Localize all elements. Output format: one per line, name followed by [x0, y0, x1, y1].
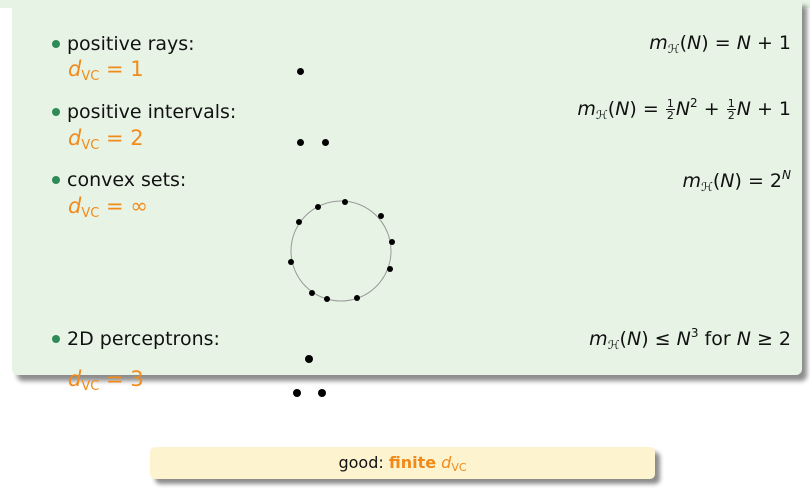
point-dot: [315, 204, 321, 210]
item-2d-perceptrons-label: 2D perceptrons:: [67, 328, 220, 350]
bullet-icon: [52, 335, 60, 343]
item-convex-sets-dvc: dVC = ∞: [68, 194, 148, 221]
summary-emph: finite: [388, 453, 437, 472]
point-dot: [318, 389, 326, 397]
bullet-icon: [52, 176, 60, 184]
examples-block: [12, 0, 802, 375]
point-dot: [293, 389, 301, 397]
item-2d-perceptrons-formula: mℋ(N) ≤ N3 for N ≥ 2: [589, 326, 791, 352]
point-dot: [297, 68, 304, 75]
dvc-value: 2: [130, 126, 144, 150]
item-convex-sets-label: convex sets:: [67, 169, 187, 191]
item-2d-perceptrons-dvc: dVC = 3: [68, 367, 144, 394]
point-dot: [297, 139, 304, 146]
item-positive-rays-dvc: dVC = 1: [68, 57, 144, 84]
point-dot: [305, 355, 313, 363]
point-dot: [324, 296, 330, 302]
summary-prefix: good:: [338, 453, 384, 472]
point-dot: [389, 239, 395, 245]
item-positive-rays-label: positive rays:: [67, 33, 195, 55]
item-positive-intervals-label: positive intervals:: [67, 101, 237, 123]
item-convex-sets-formula: mℋ(N) = 2N: [682, 168, 792, 194]
point-dot: [354, 295, 360, 301]
point-dot: [387, 266, 393, 272]
dvc-value: 1: [130, 57, 144, 81]
point-dot: [288, 259, 294, 265]
item-positive-rays-formula: mℋ(N) = N + 1: [649, 32, 791, 56]
point-dot: [378, 213, 384, 219]
bullet-icon: [52, 108, 60, 116]
convex-points-circle: [288, 199, 395, 302]
point-dot: [309, 290, 315, 296]
circle-outline: [290, 200, 392, 302]
point-dot: [342, 199, 348, 205]
summary-box: good: finite dVC: [150, 447, 655, 479]
dvc-value: 3: [130, 367, 144, 391]
bullet-icon: [52, 40, 60, 48]
dvc-value: ∞: [130, 194, 148, 218]
summary-dvc: dVC: [441, 453, 467, 474]
point-dot: [322, 139, 329, 146]
item-positive-intervals-dvc: dVC = 2: [68, 126, 144, 153]
point-dot: [296, 219, 302, 225]
